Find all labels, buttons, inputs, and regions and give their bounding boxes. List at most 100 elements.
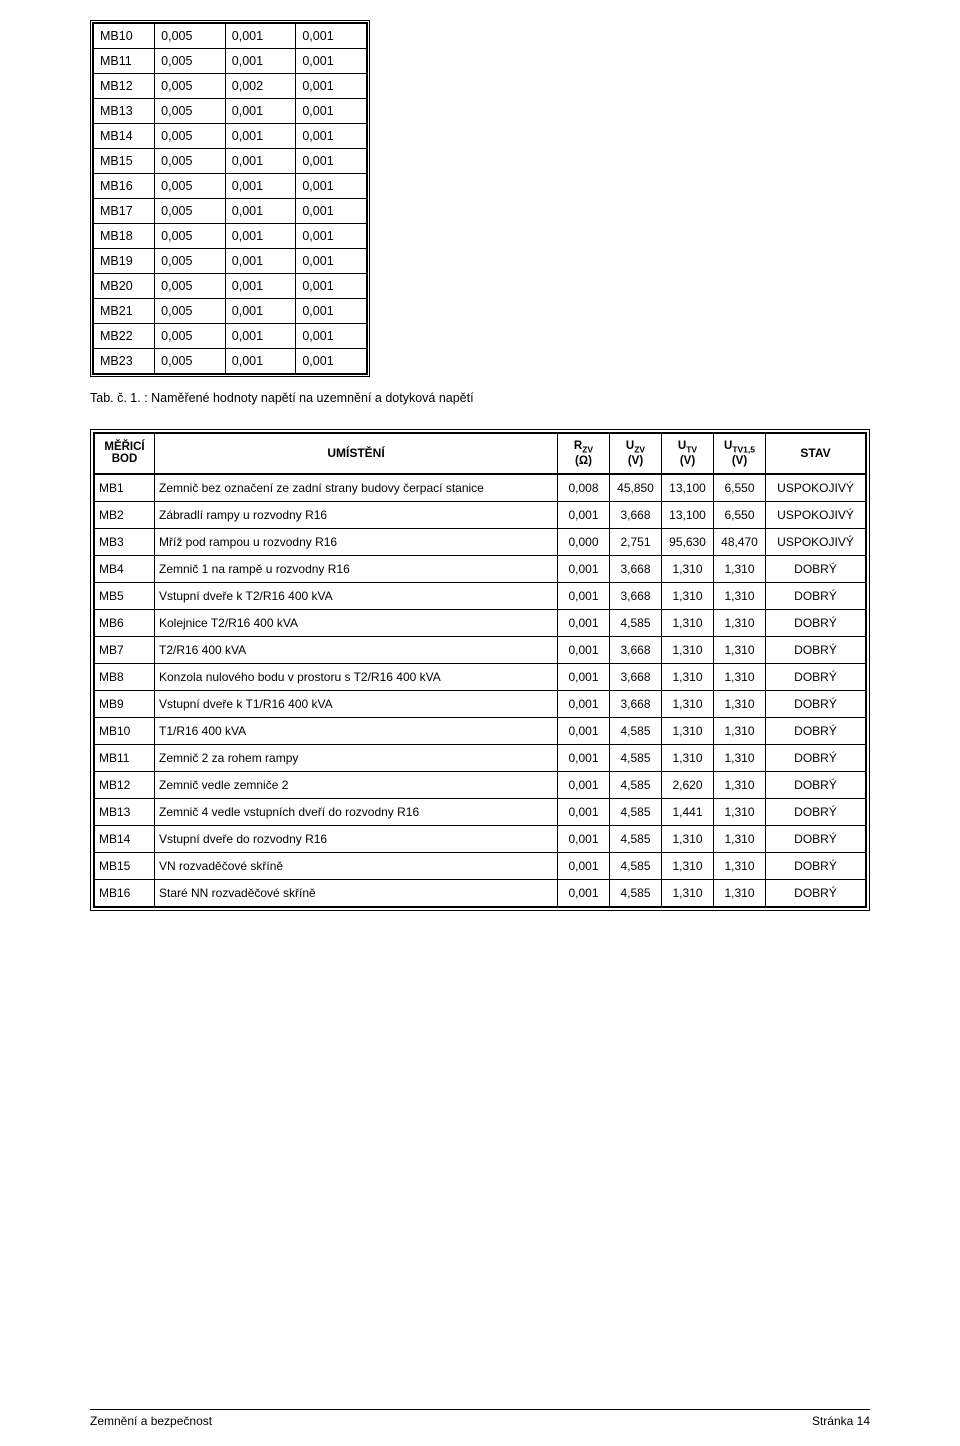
cell-rzv: 0,000 <box>558 528 610 555</box>
cell-stav: DOBRÝ <box>766 663 866 690</box>
table-cell: 0,001 <box>225 249 296 274</box>
cell-bod: MB15 <box>95 852 155 879</box>
cell-bod: MB2 <box>95 501 155 528</box>
cell-utv: 1,310 <box>662 582 714 609</box>
table-row: MB210,0050,0010,001 <box>94 299 367 324</box>
cell-utv15: 1,310 <box>714 744 766 771</box>
cell-umisteni: Mříž pod rampou u rozvodny R16 <box>155 528 558 555</box>
cell-umisteni: T1/R16 400 kVA <box>155 717 558 744</box>
cell-umisteni: Zábradlí rampy u rozvodny R16 <box>155 501 558 528</box>
table-cell: 0,001 <box>296 349 367 374</box>
col-bod-l1: MĚŘICÍ <box>99 441 150 454</box>
table-cell: MB19 <box>94 249 155 274</box>
table-1-wrapper: MB100,0050,0010,001MB110,0050,0010,001MB… <box>90 20 370 377</box>
cell-rzv: 0,001 <box>558 798 610 825</box>
cell-uzv: 3,668 <box>610 690 662 717</box>
table-row: MB7T2/R16 400 kVA0,0013,6681,3101,310DOB… <box>95 636 866 663</box>
col-uzv-top: U <box>626 440 634 452</box>
table-row: MB13Zemnič 4 vedle vstupních dveří do ro… <box>95 798 866 825</box>
table-cell: 0,005 <box>155 249 226 274</box>
cell-utv15: 1,310 <box>714 879 766 906</box>
table-row: MB10T1/R16 400 kVA0,0014,5851,3101,310DO… <box>95 717 866 744</box>
cell-umisteni: Konzola nulového bodu v prostoru s T2/R1… <box>155 663 558 690</box>
table-cell: 0,001 <box>296 199 367 224</box>
table-row: MB100,0050,0010,001 <box>94 24 367 49</box>
cell-rzv: 0,001 <box>558 744 610 771</box>
cell-utv15: 1,310 <box>714 663 766 690</box>
table-row: MB15VN rozvaděčové skříně0,0014,5851,310… <box>95 852 866 879</box>
cell-stav: DOBRÝ <box>766 879 866 906</box>
col-rzv-sym: RZV <box>562 440 605 455</box>
cell-rzv: 0,001 <box>558 582 610 609</box>
table-row: MB170,0050,0010,001 <box>94 199 367 224</box>
table-cell: MB15 <box>94 149 155 174</box>
table-row: MB130,0050,0010,001 <box>94 99 367 124</box>
cell-umisteni: Vstupní dveře k T1/R16 400 kVA <box>155 690 558 717</box>
col-bod-l2: BOD <box>99 453 150 466</box>
table-cell: 0,001 <box>296 299 367 324</box>
table-row: MB230,0050,0010,001 <box>94 349 367 374</box>
table-cell: MB18 <box>94 224 155 249</box>
cell-umisteni: VN rozvaděčové skříně <box>155 852 558 879</box>
cell-uzv: 2,751 <box>610 528 662 555</box>
cell-rzv: 0,001 <box>558 825 610 852</box>
table-cell: 0,005 <box>155 349 226 374</box>
cell-bod: MB13 <box>95 798 155 825</box>
cell-stav: DOBRÝ <box>766 555 866 582</box>
cell-umisteni: Zemnič bez označení ze zadní strany budo… <box>155 474 558 502</box>
cell-utv15: 48,470 <box>714 528 766 555</box>
cell-uzv: 4,585 <box>610 609 662 636</box>
table-cell: MB14 <box>94 124 155 149</box>
col-stav: STAV <box>766 434 866 474</box>
table-row: MB220,0050,0010,001 <box>94 324 367 349</box>
table-row: MB16Staré NN rozvaděčové skříně0,0014,58… <box>95 879 866 906</box>
cell-utv15: 6,550 <box>714 501 766 528</box>
cell-bod: MB10 <box>95 717 155 744</box>
table-cell: 0,005 <box>155 124 226 149</box>
cell-umisteni: Zemnič 1 na rampě u rozvodny R16 <box>155 555 558 582</box>
table-cell: 0,001 <box>225 299 296 324</box>
table-cell: 0,001 <box>296 124 367 149</box>
table-cell: MB11 <box>94 49 155 74</box>
cell-utv: 1,310 <box>662 852 714 879</box>
col-utv15: UTV1,5 (V) <box>714 434 766 474</box>
table-cell: 0,001 <box>225 124 296 149</box>
cell-bod: MB9 <box>95 690 155 717</box>
table-cell: 0,001 <box>296 274 367 299</box>
cell-utv: 1,310 <box>662 663 714 690</box>
cell-bod: MB11 <box>95 744 155 771</box>
table-row: MB200,0050,0010,001 <box>94 274 367 299</box>
col-utv15-sub: TV1,5 <box>732 444 755 454</box>
table-cell: 0,001 <box>225 224 296 249</box>
table-cell: 0,001 <box>225 324 296 349</box>
cell-rzv: 0,001 <box>558 555 610 582</box>
cell-bod: MB6 <box>95 609 155 636</box>
table-cell: MB12 <box>94 74 155 99</box>
table-cell: 0,001 <box>296 99 367 124</box>
table-row: MB8Konzola nulového bodu v prostoru s T2… <box>95 663 866 690</box>
cell-bod: MB7 <box>95 636 155 663</box>
cell-stav: USPOKOJIVÝ <box>766 501 866 528</box>
table-cell: MB22 <box>94 324 155 349</box>
table-cell: MB20 <box>94 274 155 299</box>
table-row: MB120,0050,0020,001 <box>94 74 367 99</box>
cell-umisteni: Zemnič 4 vedle vstupních dveří do rozvod… <box>155 798 558 825</box>
table-cell: 0,005 <box>155 174 226 199</box>
cell-bod: MB3 <box>95 528 155 555</box>
cell-bod: MB16 <box>95 879 155 906</box>
cell-utv: 1,310 <box>662 636 714 663</box>
cell-umisteni: Zemnič 2 za rohem rampy <box>155 744 558 771</box>
cell-stav: DOBRÝ <box>766 852 866 879</box>
cell-rzv: 0,001 <box>558 771 610 798</box>
cell-utv: 13,100 <box>662 501 714 528</box>
table-cell: 0,005 <box>155 299 226 324</box>
cell-uzv: 3,668 <box>610 663 662 690</box>
cell-rzv: 0,001 <box>558 879 610 906</box>
cell-utv: 2,620 <box>662 771 714 798</box>
table-row: MB180,0050,0010,001 <box>94 224 367 249</box>
cell-uzv: 4,585 <box>610 798 662 825</box>
cell-utv: 1,310 <box>662 744 714 771</box>
cell-uzv: 4,585 <box>610 744 662 771</box>
col-rzv-unit: (Ω) <box>562 455 605 467</box>
cell-utv15: 1,310 <box>714 771 766 798</box>
